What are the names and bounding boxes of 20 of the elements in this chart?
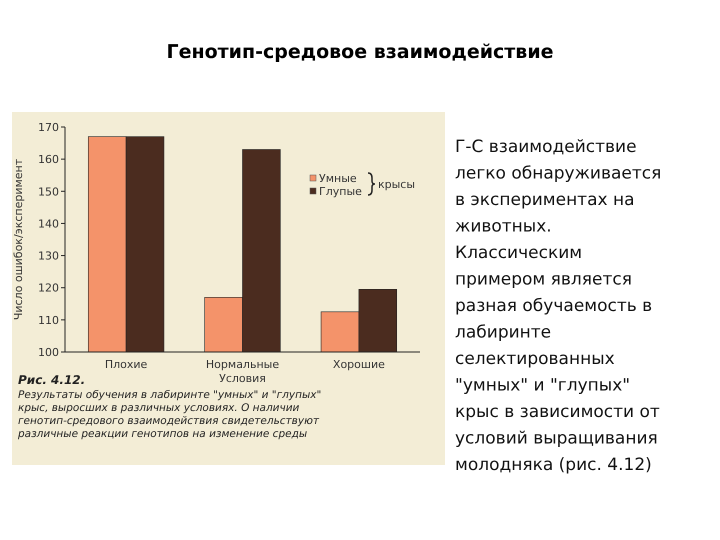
x-tick-label: Плохие [104, 358, 148, 371]
x-tick-label: Хорошие [332, 358, 386, 371]
y-tick-label: 160 [38, 153, 59, 166]
legend-title: крысы [378, 178, 416, 191]
text: Результаты обучения в лабиринте "умных" и "глупых" крыс, выросших в различных условиях. О наличии генотип-средового взаимодействия свидетельствуют различные реакции генотипов на изменение среды [17, 389, 322, 440]
y-tick-label: 150 [38, 185, 59, 198]
text: Рис. 4.12. [18, 373, 86, 387]
text: Г-С взаимодействие легко обнаруживается в экспериментах на животных. Классическим примером является разная обучаемость в лабиринте селектированных "умных" и "глупых" крыс в зависимости от условий выращивания молодняка (рис. 4.12) [455, 137, 662, 475]
legend-label: Глупые [319, 185, 362, 198]
x-tick-label: Нормальные [206, 358, 280, 371]
y-tick-label: 130 [38, 250, 59, 263]
y-axis-title: Число ошибок/эксперимент [12, 158, 25, 320]
legend-label: Умные [319, 172, 357, 185]
y-tick-label: 170 [38, 121, 59, 134]
chart-title: Генотип-средовое взаимодействие [166, 41, 554, 63]
y-tick-label: 110 [38, 314, 59, 327]
y-tick-label: 100 [38, 346, 59, 359]
y-tick-label: 140 [38, 217, 59, 230]
y-tick-label: 120 [38, 282, 59, 295]
x-axis-title: Условия [219, 372, 266, 385]
